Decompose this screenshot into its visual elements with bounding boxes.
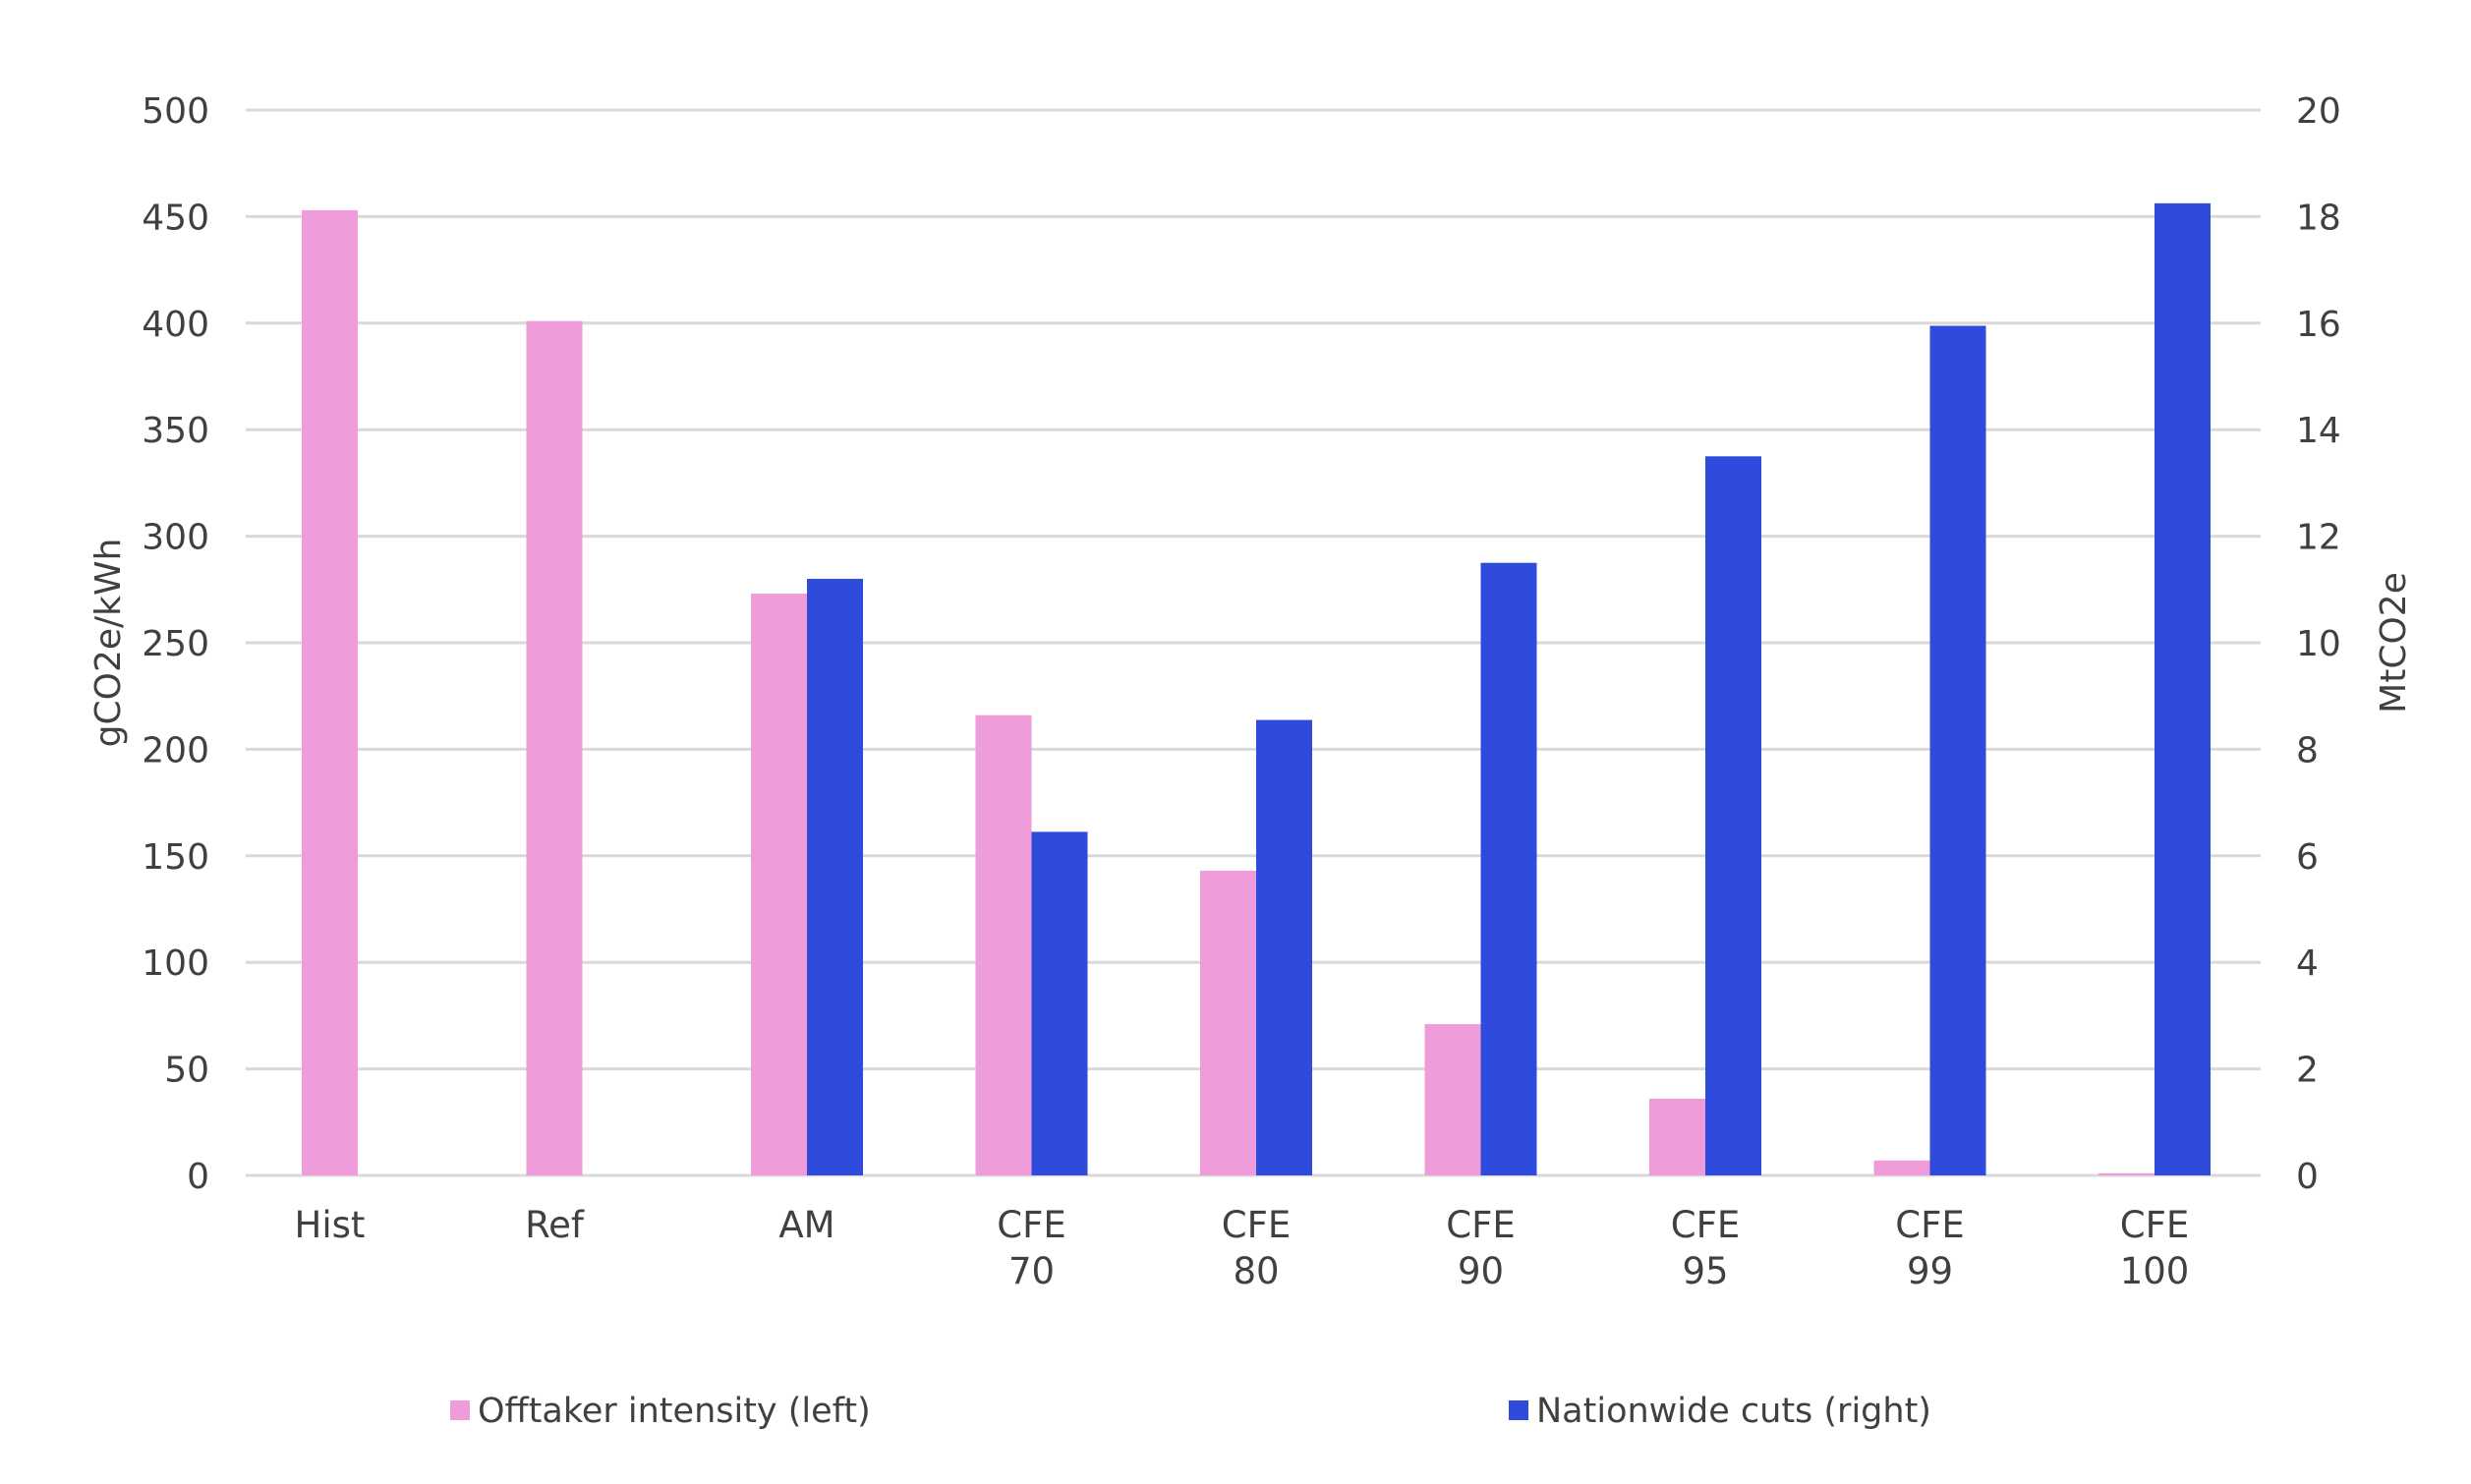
right-tick-label: 10	[2296, 624, 2341, 664]
category-labels: Hist Ref AM CFE 70 CFE 80 CFE 90 CFE 95 CFE 99 CFE 100	[295, 1204, 2190, 1292]
bar-offtaker-intensity	[1200, 870, 1256, 1175]
category-label: CFE 100	[2120, 1204, 2190, 1292]
bar-nationwide-cuts	[2155, 202, 2211, 1176]
bar-nationwide-cuts	[1031, 831, 1088, 1175]
right-tick-label: 0	[2296, 1157, 2319, 1197]
left-tick-label: 400	[142, 305, 209, 345]
left-axis-title: gCO2e/kWh	[88, 539, 129, 748]
left-axis-ticks: 0 50 100 150 200 250 300 350 400 450 500	[142, 91, 209, 1197]
right-tick-label: 14	[2296, 411, 2341, 451]
legend-swatch-nationwide-cuts	[1509, 1400, 1528, 1420]
legend-label-nationwide-cuts: Nationwide cuts (right)	[1536, 1392, 1931, 1431]
right-tick-label: 20	[2296, 91, 2341, 132]
bar-offtaker-intensity	[1424, 1024, 1481, 1175]
right-axis-title: MtCO2e	[2374, 572, 2414, 713]
left-tick-label: 100	[142, 943, 209, 984]
bar-offtaker-intensity	[302, 209, 358, 1175]
left-tick-label: 300	[142, 518, 209, 558]
bar-offtaker-intensity	[2098, 1172, 2155, 1175]
category-label: AM	[778, 1204, 834, 1246]
category-label: CFE 80	[1222, 1204, 1292, 1292]
right-tick-label: 2	[2296, 1051, 2319, 1091]
legend: Offtaker intensity (left) Nationwide cut…	[450, 1392, 1931, 1431]
category-label: Hist	[295, 1204, 366, 1246]
left-tick-label: 350	[142, 411, 209, 451]
bar-offtaker-intensity	[1873, 1160, 1930, 1175]
category-label: CFE 99	[1895, 1204, 1965, 1292]
category-label: CFE 90	[1446, 1204, 1516, 1292]
category-label: Ref	[525, 1204, 585, 1246]
legend-label-offtaker-intensity: Offtaker intensity (left)	[478, 1392, 871, 1431]
right-tick-label: 16	[2296, 305, 2341, 345]
bar-offtaker-intensity	[975, 714, 1032, 1175]
right-tick-label: 6	[2296, 837, 2319, 878]
right-axis-ticks: 0 2 4 6 8 10 12 14 16 18 20	[2296, 91, 2341, 1197]
right-tick-label: 8	[2296, 730, 2319, 771]
left-tick-label: 500	[142, 91, 209, 132]
left-tick-label: 50	[164, 1051, 209, 1091]
bar-nationwide-cuts	[807, 578, 863, 1175]
bar-nationwide-cuts	[1256, 719, 1312, 1175]
left-tick-label: 250	[142, 624, 209, 664]
bar-nationwide-cuts	[1480, 562, 1537, 1175]
right-tick-label: 12	[2296, 518, 2341, 558]
legend-swatch-offtaker-intensity	[450, 1400, 470, 1420]
left-tick-label: 0	[187, 1157, 209, 1197]
right-tick-label: 4	[2296, 943, 2319, 984]
bar-offtaker-intensity	[751, 594, 807, 1175]
left-tick-label: 200	[142, 730, 209, 771]
bar-nationwide-cuts	[1705, 456, 1761, 1175]
left-tick-label: 450	[142, 198, 209, 238]
category-label: CFE 70	[997, 1204, 1066, 1292]
bar-nationwide-cuts	[1929, 325, 1986, 1175]
bar-offtaker-intensity	[526, 320, 583, 1176]
bars	[302, 202, 2211, 1176]
left-tick-label: 150	[142, 837, 209, 878]
category-label: CFE 95	[1671, 1204, 1741, 1292]
right-tick-label: 18	[2296, 198, 2341, 238]
bar-offtaker-intensity	[1649, 1098, 1705, 1175]
